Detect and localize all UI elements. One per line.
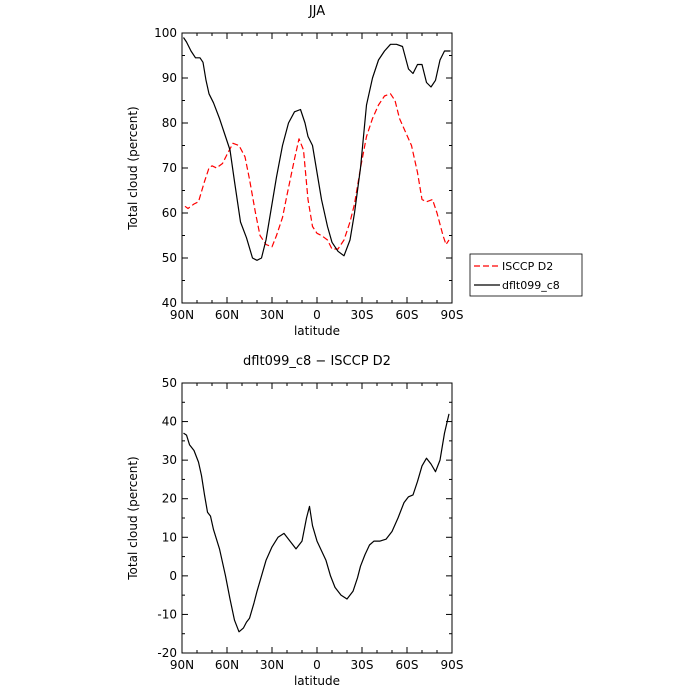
- top-x-axis-label: latitude: [294, 324, 340, 338]
- bottom-y-tick-label: 30: [162, 453, 177, 467]
- bottom-x-tick-label: 60N: [215, 658, 239, 672]
- legend-label-isccp: ISCCP D2: [502, 260, 553, 273]
- bottom-y-tick-label: 50: [162, 376, 177, 390]
- bottom-title: dflt099_c8 − ISCCP D2: [243, 354, 391, 369]
- top-series-line-isccp-d2: [184, 93, 450, 250]
- bottom-series-line-difference: [183, 413, 450, 633]
- bottom-y-tick-label: 20: [162, 492, 177, 506]
- bottom-y-axis-label: Total cloud (percent): [126, 456, 140, 580]
- bottom-y-tick-label: 10: [162, 530, 177, 544]
- legend-label-dflt099: dflt099_c8: [502, 279, 560, 292]
- top-series-line-dflt099-c8: [183, 37, 451, 261]
- top-y-tick-label: 80: [162, 116, 177, 130]
- top-y-tick-label: 40: [162, 296, 177, 310]
- top-panel: JJA 40 50 60 70 80 90 100 90N 60N 30N 0 30S 60S 90S l…: [126, 4, 463, 338]
- bottom-y-tick-label: 40: [162, 415, 177, 429]
- bottom-x-tick-label: 30S: [351, 658, 374, 672]
- top-x-tick-label: 30N: [260, 308, 284, 322]
- top-y-tick-label: 90: [162, 71, 177, 85]
- top-x-tick-label: 0: [313, 308, 321, 322]
- bottom-x-tick-label: 30N: [260, 658, 284, 672]
- bottom-y-tick-label: -10: [157, 607, 177, 621]
- top-title: JJA: [308, 4, 325, 19]
- top-y-tick-label: 100: [154, 26, 177, 40]
- bottom-y-tick-label: 0: [169, 569, 177, 583]
- bottom-plot-area: -20 -10 0 10 20 30 40 50 90N 60N 30N 0 30S 60S 90S: [157, 376, 463, 672]
- top-x-tick-label: 90S: [441, 308, 464, 322]
- bottom-x-axis-label: latitude: [294, 674, 340, 688]
- bottom-panel: dflt099_c8 − ISCCP D2 -20 -10 0 10 20 30 40 50 9…: [126, 354, 463, 688]
- bottom-x-tick-label: 90S: [441, 658, 464, 672]
- top-x-tick-label: 30S: [351, 308, 374, 322]
- top-x-tick-label: 60S: [396, 308, 419, 322]
- legend-frame: [469, 253, 583, 297]
- bottom-x-tick-label: 90N: [170, 658, 194, 672]
- bottom-x-tick-label: 60S: [396, 658, 419, 672]
- bottom-y-tick-label: -20: [157, 646, 177, 660]
- top-y-tick-label: 50: [162, 251, 177, 265]
- top-x-tick-label: 60N: [215, 308, 239, 322]
- top-plot-frame: [181, 32, 453, 304]
- top-x-tick-label: 90N: [170, 308, 194, 322]
- legend: ISCCP D2 dflt099_c8: [469, 253, 583, 297]
- top-y-tick-label: 70: [162, 161, 177, 175]
- top-plot-area: 40 50 60 70 80 90 100 90N 60N 30N 0 30S 60S 90S: [154, 26, 463, 322]
- top-y-tick-label: 60: [162, 206, 177, 220]
- top-y-axis-label: Total cloud (percent): [126, 106, 140, 230]
- bottom-plot-frame: [181, 382, 453, 654]
- bottom-x-tick-label: 0: [313, 658, 321, 672]
